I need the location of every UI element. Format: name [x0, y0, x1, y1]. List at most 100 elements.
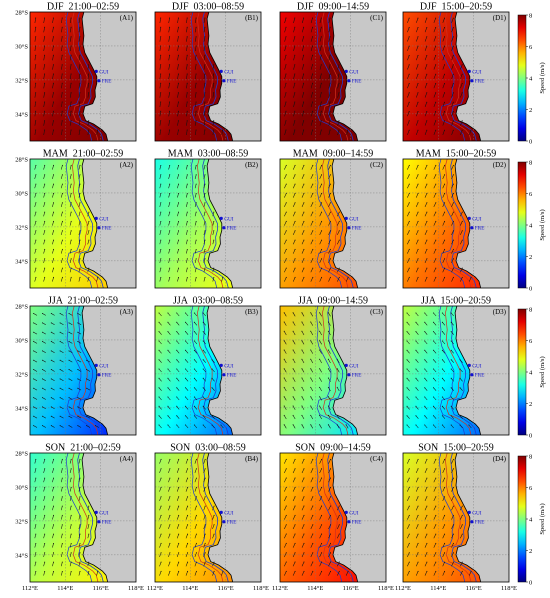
wind-arrow — [319, 221, 322, 226]
wind-arrow — [194, 459, 197, 464]
wind-arrow-head — [213, 277, 215, 278]
station-marker-fre — [470, 520, 474, 524]
wind-arrow — [212, 534, 215, 539]
wind-arrow — [186, 165, 188, 170]
wind-arrow-head — [285, 45, 287, 47]
wind-arrow — [168, 571, 171, 576]
wind-arrow — [407, 111, 410, 117]
wind-arrow-head — [452, 468, 454, 470]
wind-arrow-head — [44, 110, 46, 112]
wind-arrow — [42, 425, 46, 428]
wind-arrow-head — [35, 73, 37, 75]
wind-arrow — [159, 487, 162, 492]
wind-arrow-head — [435, 55, 437, 56]
wind-arrow-head — [178, 165, 179, 166]
wind-arrow — [77, 350, 82, 354]
wind-arrow — [337, 73, 340, 80]
wind-arrow-head — [204, 249, 206, 250]
wind-arrow-head — [33, 406, 35, 408]
wind-arrow-head — [415, 312, 417, 314]
isobath-line — [450, 306, 477, 435]
coastline — [81, 306, 109, 435]
wind-arrow-head — [426, 192, 428, 194]
wind-arrow — [284, 552, 287, 558]
wind-arrow — [460, 221, 463, 226]
isobath-line — [327, 159, 354, 288]
wind-arrow — [424, 64, 428, 70]
isobath-line — [445, 12, 472, 141]
wind-arrow-head — [408, 552, 410, 554]
wind-arrow — [203, 515, 206, 520]
wind-arrow — [61, 55, 63, 61]
wind-arrow-head — [42, 378, 43, 380]
wind-arrow — [159, 212, 162, 217]
wind-arrow — [194, 230, 197, 235]
wind-arrow — [292, 349, 296, 354]
x-tick-label: 116°E — [93, 585, 109, 592]
wind-arrow-head — [186, 267, 188, 269]
wind-arrow-head — [452, 36, 454, 38]
wind-arrow — [52, 111, 54, 117]
wind-arrow — [319, 468, 322, 474]
wind-arrow — [283, 377, 287, 382]
wind-arrow-head — [61, 54, 63, 56]
wind-arrow-head — [88, 533, 90, 535]
wind-arrow-head — [44, 267, 46, 269]
wind-arrow-head — [452, 73, 454, 75]
wind-arrow-head — [312, 101, 313, 103]
wind-arrow-head — [61, 239, 63, 241]
wind-arrow — [433, 415, 437, 419]
wind-arrow-head — [178, 477, 180, 479]
wind-arrow-head — [329, 192, 331, 194]
wind-arrow-head — [406, 359, 408, 361]
wind-arrow — [159, 543, 162, 548]
wind-arrow-head — [444, 458, 446, 460]
wind-arrow — [168, 240, 170, 245]
wind-arrow — [168, 45, 170, 52]
wind-arrow — [43, 45, 45, 52]
x-tick-label: 118°E — [501, 585, 517, 592]
wind-arrow-head — [61, 543, 63, 544]
wind-arrow-head — [187, 458, 189, 460]
wind-arrow-head — [42, 397, 43, 399]
wind-arrow — [292, 221, 296, 226]
wind-arrow — [34, 258, 37, 263]
wind-arrow-head — [202, 424, 204, 426]
wind-arrow — [302, 55, 304, 61]
wind-arrow-head — [321, 570, 323, 572]
wind-arrow — [167, 331, 171, 335]
wind-arrow — [177, 240, 179, 245]
wind-arrow — [186, 111, 188, 117]
wind-arrow — [212, 120, 214, 126]
wind-arrow-head — [178, 258, 179, 260]
wind-arrow — [69, 562, 72, 567]
wind-arrow — [319, 368, 322, 373]
wind-arrow — [69, 487, 72, 492]
colorbar-label: Speed (m/s) — [539, 209, 546, 240]
wind-arrow — [194, 64, 197, 70]
wind-arrow — [310, 377, 314, 382]
wind-arrow — [51, 378, 55, 382]
wind-arrow — [52, 17, 54, 24]
wind-arrow-head — [329, 258, 331, 260]
wind-arrow — [450, 378, 454, 382]
wind-arrow — [69, 230, 72, 235]
wind-arrow-head — [202, 359, 204, 361]
wind-arrow-head — [213, 533, 215, 535]
wind-arrow — [424, 120, 428, 126]
wind-arrow-head — [450, 405, 452, 407]
wind-arrow-head — [44, 571, 46, 572]
wind-arrow-head — [327, 405, 329, 407]
isobath-line — [450, 159, 477, 288]
wind-arrow-head — [312, 458, 314, 460]
wind-arrow — [433, 267, 437, 273]
wind-arrow-head — [169, 524, 171, 526]
wind-arrow-head — [329, 110, 331, 112]
wind-arrow-head — [204, 73, 206, 75]
